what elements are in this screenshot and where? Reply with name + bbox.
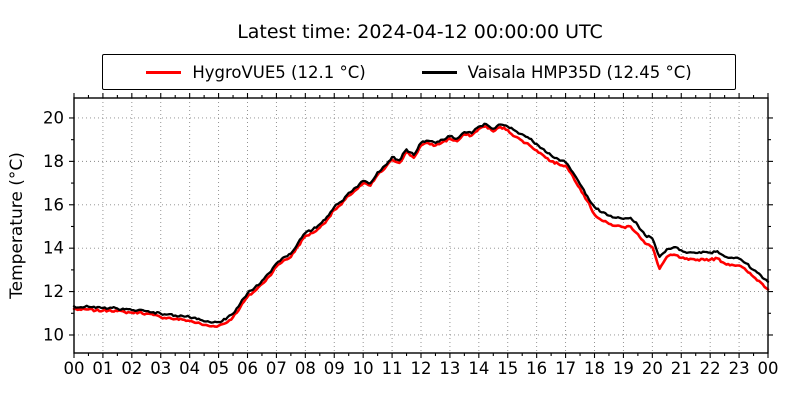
svg-text:03: 03	[150, 359, 171, 378]
svg-text:14: 14	[43, 239, 64, 258]
svg-text:11: 11	[382, 359, 403, 378]
svg-text:21: 21	[671, 359, 692, 378]
svg-text:09: 09	[324, 359, 345, 378]
x-axis-tick-labels: 00 01 02 03 04 05 06 07 08 09 10 11 12 13 14 15 16 17 18 19…	[64, 359, 779, 378]
svg-text:00: 00	[64, 359, 85, 378]
legend-label-hygrovue5: HygroVUE5 (12.1 °C)	[192, 62, 366, 82]
svg-text:20: 20	[642, 359, 663, 378]
svg-text:20: 20	[43, 108, 64, 127]
svg-text:16: 16	[526, 359, 547, 378]
axis-ticks	[69, 93, 773, 358]
plot-frame	[73, 97, 769, 354]
y-axis-tick-labels: 10 12 14 16 18 20	[43, 108, 64, 344]
svg-text:00: 00	[758, 359, 779, 378]
svg-text:12: 12	[43, 282, 64, 301]
svg-text:02: 02	[121, 359, 142, 378]
svg-text:22: 22	[700, 359, 721, 378]
legend-item-vaisala: Vaisala HMP35D (12.45 °C)	[421, 62, 692, 82]
black-line-sample	[421, 70, 457, 74]
svg-text:04: 04	[179, 359, 200, 378]
svg-text:08: 08	[295, 359, 316, 378]
y-axis-label: Temperature (°C)	[7, 152, 27, 300]
legend-label-vaisala: Vaisala HMP35D (12.45 °C)	[467, 62, 692, 82]
svg-text:10: 10	[353, 359, 374, 378]
svg-text:23: 23	[729, 359, 750, 378]
svg-text:13: 13	[439, 359, 460, 378]
grid	[74, 98, 768, 353]
svg-text:05: 05	[208, 359, 229, 378]
svg-text:10: 10	[43, 325, 64, 344]
chart-title: Latest time: 2024-04-12 00:00:00 UTC	[237, 21, 603, 43]
svg-text:01: 01	[92, 359, 113, 378]
svg-text:06: 06	[237, 359, 258, 378]
svg-text:12: 12	[411, 359, 432, 378]
red-line-sample	[146, 70, 182, 74]
svg-text:07: 07	[266, 359, 287, 378]
series-line-hygrovue5	[72, 124, 770, 329]
legend-item-hygrovue5: HygroVUE5 (12.1 °C)	[146, 62, 366, 82]
svg-text:18: 18	[43, 152, 64, 171]
svg-text:15: 15	[497, 359, 518, 378]
series-line-vaisala-hmp35d	[72, 122, 770, 324]
legend: HygroVUE5 (12.1 °C) Vaisala HMP35D (12.4…	[102, 54, 736, 90]
svg-text:18: 18	[584, 359, 605, 378]
svg-text:19: 19	[613, 359, 634, 378]
svg-text:16: 16	[43, 195, 64, 214]
svg-text:17: 17	[555, 359, 576, 378]
svg-text:14: 14	[468, 359, 489, 378]
